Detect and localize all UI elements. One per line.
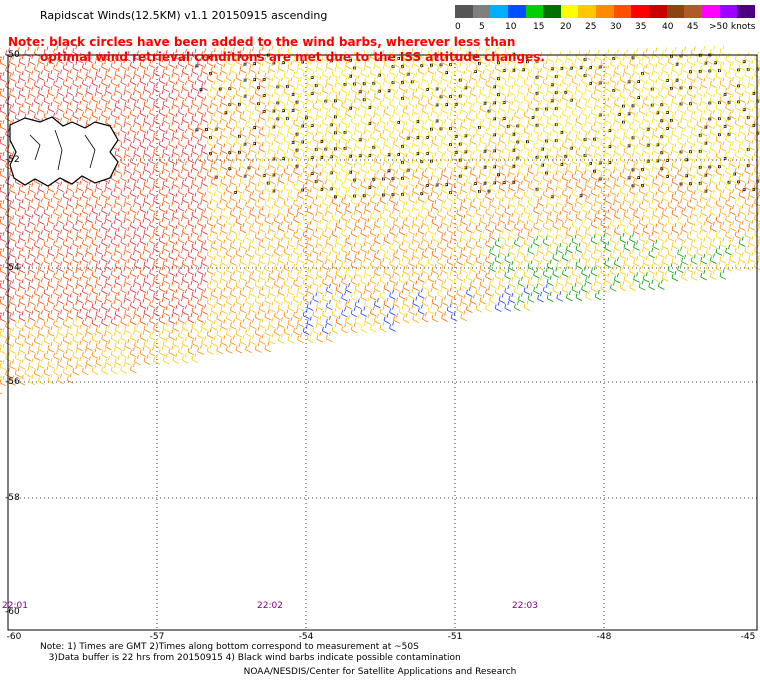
legend-swatch <box>490 5 508 18</box>
legend-swatch <box>737 5 755 18</box>
legend-swatch <box>455 5 473 18</box>
legend-label: 25 <box>585 22 597 32</box>
legend-label: >50 knots <box>709 22 756 32</box>
legend-swatch <box>560 5 579 18</box>
map-title: Rapidscat Winds(12.5KM) v1.1 20150915 as… <box>40 9 328 22</box>
legend-color-bar <box>455 5 755 18</box>
lat-tick-label: -58 <box>5 493 20 503</box>
lon-tick-label: -48 <box>596 632 612 642</box>
legend-swatch <box>649 5 667 18</box>
legend-label: 20 <box>560 22 572 32</box>
footnote: Note: 1) Times are GMT 2)Times along bot… <box>40 642 461 664</box>
legend-label: 10 <box>505 22 517 32</box>
lon-tick-label: -45 <box>740 632 756 642</box>
legend-swatch <box>507 5 526 18</box>
wind-barbs <box>0 45 208 327</box>
legend-label: 35 <box>635 22 647 32</box>
lon-tick-label: -60 <box>6 632 22 642</box>
wind-barbs <box>0 232 760 386</box>
legend-swatch <box>578 5 597 18</box>
wind-barbs <box>206 45 760 333</box>
legend-swatch <box>666 5 685 18</box>
lon-tick-label: -57 <box>149 632 165 642</box>
wind-barbs <box>0 46 760 395</box>
lat-tick-label: -56 <box>5 377 20 387</box>
legend-swatch <box>472 5 491 18</box>
legend-swatch <box>596 5 614 18</box>
attitude-note: Note: black circles have been added to t… <box>8 35 608 65</box>
note-line-1: Note: black circles have been added to t… <box>8 35 516 49</box>
wind-speed-legend: 0 5 10 15 20 25 30 35 40 45 >50 knots <box>455 5 756 35</box>
lat-lon-grid <box>8 55 757 630</box>
legend-swatch <box>543 5 561 18</box>
legend-label: 0 <box>455 22 461 32</box>
legend-swatch <box>684 5 702 18</box>
note-line-2: optimal wind retrieval conditions are me… <box>40 50 545 64</box>
legend-label: 45 <box>687 22 699 32</box>
lon-tick-label: -51 <box>447 632 463 642</box>
wind-barb-swath <box>0 45 760 395</box>
legend-swatch <box>631 5 650 18</box>
time-label: 22:03 <box>512 601 538 611</box>
wind-barbs <box>195 52 760 199</box>
time-label: 22:01 <box>2 601 28 611</box>
legend-label: 40 <box>662 22 674 32</box>
footnote-line-2: 3)Data buffer is 22 hrs from 20150915 4)… <box>40 653 461 663</box>
lon-tick-label: -54 <box>298 632 314 642</box>
time-label: 22:02 <box>257 601 283 611</box>
map-border <box>7 54 758 631</box>
lat-tick-label: -50 <box>5 50 20 60</box>
falkland-islands-coastline <box>9 116 119 187</box>
lat-tick-label: -60 <box>5 607 20 617</box>
wind-barbs <box>206 46 760 326</box>
legend-label: 5 <box>479 22 485 32</box>
legend-swatch <box>701 5 720 18</box>
legend-swatch <box>719 5 738 18</box>
legend-swatch <box>525 5 544 18</box>
lat-tick-label: -52 <box>5 155 20 165</box>
credit-line: NOAA/NESDIS/Center for Satellite Applica… <box>243 667 517 677</box>
legend-label: 30 <box>610 22 622 32</box>
footnote-line-1: Note: 1) Times are GMT 2)Times along bot… <box>40 642 419 652</box>
lat-tick-label: -54 <box>5 263 20 273</box>
legend-label: 15 <box>533 22 545 32</box>
legend-swatch <box>613 5 632 18</box>
wind-barbs <box>0 45 208 328</box>
wind-barbs <box>302 282 563 335</box>
wind-barbs <box>206 45 760 333</box>
wind-barbs <box>489 232 746 312</box>
